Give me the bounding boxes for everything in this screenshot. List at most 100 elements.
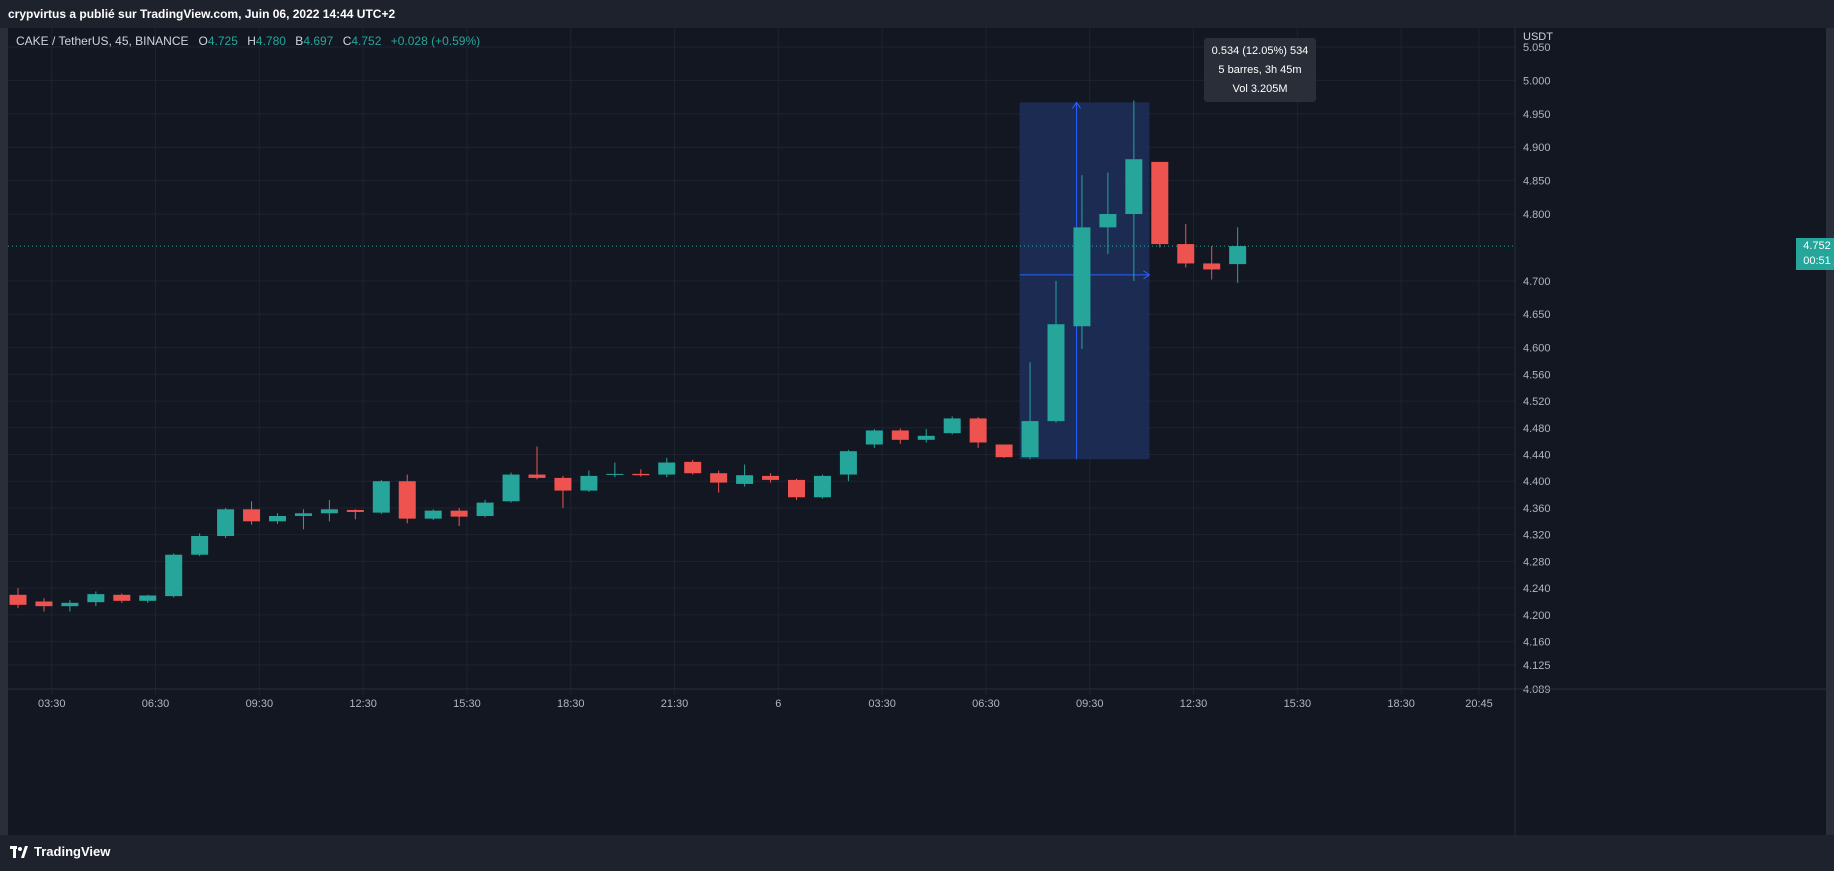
low-label: B	[295, 34, 304, 48]
time-tick-label: 03:30	[38, 698, 66, 710]
time-tick-label: 09:30	[246, 698, 274, 710]
candle-body	[762, 475, 780, 480]
price-tick-label: 4.700	[1523, 276, 1551, 288]
candle-body	[1099, 214, 1117, 228]
candle-body	[813, 475, 831, 498]
price-tick-label: 4.480	[1523, 423, 1551, 435]
price-tick-label: 4.560	[1523, 369, 1551, 381]
footer-bar: TradingView	[0, 835, 1834, 871]
current-price-tag: 4.752 00:51	[1796, 238, 1834, 271]
candle-body	[580, 475, 598, 491]
price-tick-label: 4.850	[1523, 176, 1551, 188]
candle-body	[1021, 421, 1039, 458]
tradingview-logo-icon	[10, 845, 28, 858]
price-tick-label: 5.050	[1523, 42, 1551, 54]
candle-body	[139, 595, 157, 601]
measure-arrow-head-up	[1072, 101, 1081, 109]
measure-arrow-head-right	[1143, 270, 1151, 280]
measure-volume: Vol 3.205M	[1232, 83, 1288, 95]
candle-body	[995, 444, 1013, 458]
price-tick-label: 5.000	[1523, 75, 1551, 87]
candlestick-chart[interactable]: 5.050 5.000 4.950 4.900 4.850 4.800 4.700 4.650…	[8, 28, 1826, 835]
candle-body	[9, 594, 27, 605]
candle-body	[865, 430, 883, 445]
candle-body	[1229, 246, 1247, 265]
high-value: 4.780	[255, 34, 286, 48]
candle-body	[165, 554, 183, 597]
tradingview-logo[interactable]: TradingView	[10, 844, 110, 859]
price-axis-currency: USDT	[1523, 31, 1553, 43]
candle-body	[788, 479, 805, 498]
close-label: C	[342, 34, 352, 48]
price-tick-label: 4.400	[1523, 476, 1551, 488]
price-tick-label: 4.200	[1523, 610, 1551, 622]
candle-body	[61, 602, 79, 607]
price-tick-label: 4.240	[1523, 583, 1551, 595]
candle-body	[684, 461, 702, 474]
time-tick-label: 20:45	[1465, 698, 1493, 710]
time-tick-label: 15:30	[453, 698, 481, 710]
time-tick-label: 12:30	[349, 698, 377, 710]
symbol-legend: CAKE / TetherUS, 45, BINANCE O4.725 H4.7…	[16, 34, 486, 48]
price-tick-label: 4.360	[1523, 503, 1551, 515]
bar-countdown: 00:51	[1803, 255, 1831, 268]
chart-area[interactable]: 5.050 5.000 4.950 4.900 4.850 4.800 4.700 4.650…	[8, 28, 1826, 835]
price-tick-label: 4.160	[1523, 637, 1551, 649]
time-tick-label: 6	[775, 698, 781, 710]
candle-body	[528, 474, 546, 478]
time-tick-label: 18:30	[1387, 698, 1415, 710]
open-value: 4.725	[207, 34, 238, 48]
candle-body	[632, 473, 650, 476]
price-tick-label: 4.440	[1523, 450, 1551, 462]
candle-body	[839, 451, 857, 475]
candle-body	[372, 481, 390, 513]
candle-body	[1151, 161, 1169, 245]
candle-body	[191, 536, 209, 555]
candle-body	[1125, 159, 1143, 215]
price-tick-label: 4.320	[1523, 530, 1551, 542]
candle-body	[917, 435, 935, 440]
candle-body	[554, 477, 572, 491]
published-line: crypvirtus a publié sur TradingView.com,…	[0, 0, 1834, 28]
price-tick-label: 4.950	[1523, 109, 1551, 121]
high-label: H	[247, 34, 256, 48]
candle-body	[217, 509, 235, 537]
candle-body	[346, 509, 364, 512]
candle-body	[1177, 244, 1195, 264]
candle-body	[320, 509, 338, 514]
candle-body	[1047, 324, 1065, 422]
candle-body	[969, 418, 987, 443]
brand-name: TradingView	[34, 844, 111, 859]
price-tick-label: 4.650	[1523, 309, 1551, 321]
price-tick-label: 4.900	[1523, 142, 1551, 154]
candle-body	[658, 462, 676, 475]
time-tick-label: 18:30	[557, 698, 585, 710]
current-price-value: 4.752	[1803, 240, 1831, 253]
change-value: +0.028 (+0.59%)	[390, 34, 481, 48]
time-tick-label: 06:30	[142, 698, 170, 710]
price-tick-label: 4.520	[1523, 396, 1551, 408]
time-tick-label: 06:30	[972, 698, 1000, 710]
close-value: 4.752	[351, 34, 382, 48]
candle-body	[294, 513, 312, 516]
candle-body	[710, 473, 728, 483]
candle-body	[736, 475, 754, 484]
measure-change: 0.534 (12.05%) 534	[1211, 45, 1309, 57]
candle-body	[1073, 227, 1091, 327]
candle-body	[450, 510, 468, 517]
candle-body	[606, 473, 624, 475]
candle-body	[243, 509, 261, 522]
candle-body	[943, 418, 961, 434]
time-tick-label: 12:30	[1180, 698, 1208, 710]
measure-bars: 5 barres, 3h 45m	[1218, 64, 1302, 76]
low-value: 4.697	[303, 34, 334, 48]
price-tick-label: 4.800	[1523, 209, 1551, 221]
candle-body	[1203, 263, 1221, 270]
symbol-title[interactable]: CAKE / TetherUS, 45, BINANCE	[16, 34, 189, 48]
time-tick-label: 21:30	[661, 698, 689, 710]
price-tick-label: 4.600	[1523, 343, 1551, 355]
candle-body	[424, 510, 442, 519]
candle-body	[398, 481, 416, 519]
measure-tooltip: 0.534 (12.05%) 534 5 barres, 3h 45m Vol …	[1204, 38, 1316, 102]
open-label: O	[198, 34, 208, 48]
